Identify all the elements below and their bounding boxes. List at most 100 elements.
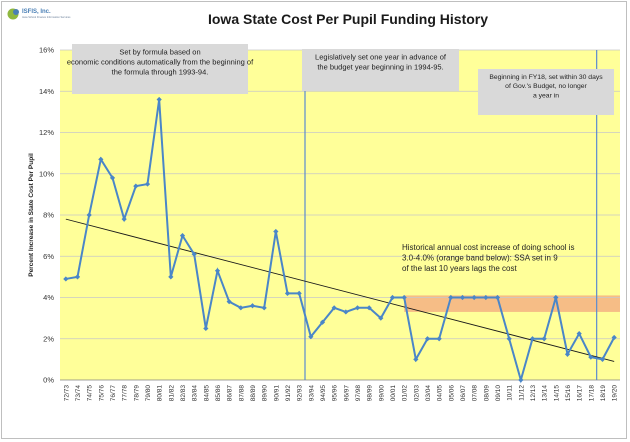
annotation-background (478, 69, 614, 115)
data-point (74, 274, 81, 280)
data-point (529, 336, 536, 342)
x-tick-label: 85/86 (215, 385, 222, 402)
annotation-background (72, 44, 248, 94)
logo-name: ISFIS, Inc. (22, 9, 51, 15)
x-tick-label: 92/93 (297, 385, 304, 402)
data-point (238, 305, 244, 311)
x-tick-label: 07/08 (472, 385, 479, 402)
series-line (65, 99, 616, 384)
data-point (576, 330, 582, 337)
annotation-text: Legislatively set one year in advance of… (315, 53, 447, 72)
trend-line (65, 218, 615, 362)
data-point (599, 356, 606, 362)
data-point (249, 303, 256, 309)
x-tick-label: 78/79 (133, 385, 140, 402)
data-point (331, 305, 337, 311)
data-point (389, 294, 396, 301)
data-point (144, 181, 151, 187)
data-point (553, 294, 559, 301)
annotation-box: Beginning in FY18, set within 30 days of … (478, 69, 614, 115)
x-tick-label: 74/75 (87, 385, 94, 402)
data-point (354, 305, 361, 311)
logo-dot-icon (13, 9, 19, 15)
x-tick-label: 93/94 (308, 385, 315, 402)
x-tick-label: 00/01 (390, 385, 397, 402)
y-tick-label: 0% (43, 376, 54, 385)
x-tick-label: 90/91 (273, 385, 280, 402)
y-tick-label: 14% (39, 87, 54, 96)
x-tick-label: 84/85 (203, 385, 210, 402)
y-tick-label: 10% (39, 169, 54, 178)
annotation-background (302, 49, 459, 91)
annotation-box: Set by formula based on economic conditio… (67, 44, 254, 94)
data-point (63, 276, 69, 282)
x-tick-label: 77/78 (122, 385, 129, 402)
logo: ISFIS, Inc. Iowa School Finance Informat… (7, 8, 71, 20)
data-point (86, 212, 92, 218)
data-point (413, 356, 419, 362)
data-point (319, 319, 326, 325)
x-tick-label: 81/82 (168, 385, 175, 402)
x-tick-label: 14/15 (553, 385, 560, 402)
data-point (98, 156, 104, 162)
annotation-box: Historical annual cost increase of doing… (402, 243, 575, 273)
x-tick-label: 02/03 (413, 385, 420, 402)
x-tick-label: 10/11 (507, 385, 514, 401)
x-tick-label: 18/19 (600, 385, 607, 402)
data-point (611, 334, 617, 341)
data-point (366, 305, 372, 311)
data-point (203, 325, 209, 332)
data-point (343, 309, 349, 315)
annotation-text: Set by formula based on economic conditio… (67, 48, 254, 77)
x-tick-label: 03/04 (425, 385, 432, 402)
data-point (226, 299, 232, 305)
x-tick-label: 75/76 (98, 385, 105, 402)
y-tick-label: 16% (39, 46, 54, 55)
data-point (459, 294, 466, 301)
data-point (308, 334, 314, 340)
x-tick-label: 95/96 (332, 385, 339, 402)
data-point (284, 290, 291, 296)
x-tick-label: 76/77 (110, 385, 117, 402)
x-tick-label: 97/98 (355, 385, 362, 402)
x-tick-label: 05/06 (448, 385, 455, 402)
annotation-box: Legislatively set one year in advance of… (302, 49, 459, 91)
data-point (378, 315, 384, 321)
x-tick-label: 08/09 (483, 385, 490, 402)
x-tick-label: 15/16 (565, 385, 572, 402)
x-tick-label: 98/99 (367, 385, 374, 402)
data-point (273, 228, 279, 235)
data-point (424, 336, 431, 342)
x-tick-label: 13/14 (542, 385, 549, 402)
x-tick-label: 80/81 (157, 385, 164, 402)
data-point (436, 336, 442, 342)
x-tick-label: 94/95 (320, 385, 327, 402)
data-point (109, 175, 116, 181)
y-tick-label: 6% (43, 252, 54, 261)
x-tick-label: 82/83 (180, 385, 187, 402)
y-tick-label: 8% (43, 211, 54, 220)
x-tick-label: 06/07 (460, 385, 467, 402)
x-tick-label: 16/17 (577, 385, 584, 402)
data-point (133, 183, 139, 189)
chart-title: Iowa State Cost Per Pupil Funding Histor… (208, 11, 488, 27)
data-point (483, 294, 489, 301)
x-tick-label: 88/89 (250, 385, 257, 402)
x-tick-label: 91/92 (285, 385, 292, 402)
x-tick-label: 96/97 (343, 385, 350, 402)
data-point (296, 290, 302, 296)
data-point (506, 336, 512, 342)
data-point (518, 377, 524, 383)
x-tick-label: 17/18 (588, 385, 595, 402)
logo-tagline: Iowa School Finance Information Services (22, 15, 71, 19)
x-tick-label: 99/00 (378, 385, 385, 402)
data-point (588, 354, 594, 360)
data-point (214, 268, 221, 274)
annotation-text: Historical annual cost increase of doing… (402, 243, 575, 273)
data-point (494, 294, 501, 301)
data-point (401, 294, 407, 301)
data-point (121, 216, 127, 222)
x-tick-label: 01/02 (402, 385, 409, 402)
cost-band (404, 295, 620, 312)
